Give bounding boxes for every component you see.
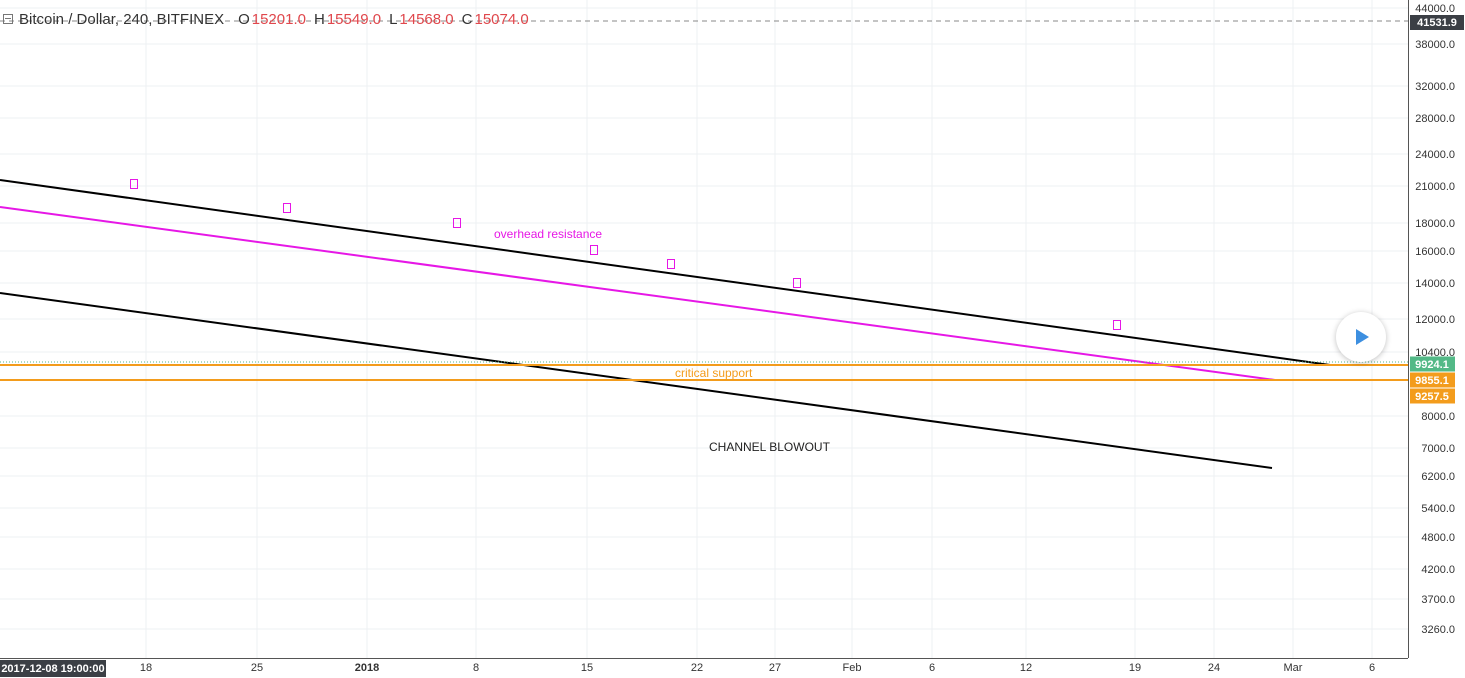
marker-icon xyxy=(453,218,461,228)
marker-icon xyxy=(1113,320,1121,330)
price-tag-bg xyxy=(1410,388,1455,404)
y-tick-label: 10400.0 xyxy=(1415,347,1455,359)
annotation-layer: overhead resistance critical support CHANN… xyxy=(130,179,1121,454)
y-tick-label: 6200.0 xyxy=(1421,471,1455,483)
price-tag-text: 9257.5 xyxy=(1415,391,1449,403)
y-tick-label: 12000.0 xyxy=(1415,314,1455,326)
y-tick-label: 8000.0 xyxy=(1421,411,1455,423)
legend-collapse-icon[interactable] xyxy=(3,14,13,24)
x-tick-label: 15 xyxy=(581,662,593,674)
crosshair-time-text: 2017-12-08 19:00:00 xyxy=(1,663,104,675)
y-tick-label: 44000.0 xyxy=(1415,3,1455,15)
marker-icon xyxy=(283,203,291,213)
low-value: L 14568.0 xyxy=(389,10,454,28)
x-tick-label: Mar xyxy=(1284,662,1303,674)
price-tag-bg xyxy=(1410,372,1455,388)
open-value: O 15201.0 xyxy=(238,10,306,28)
y-tick-label: 24000.0 xyxy=(1415,149,1455,161)
trendline-layer xyxy=(0,179,1408,469)
x-tick-label: 18 xyxy=(140,662,152,674)
x-tick-label: 22 xyxy=(691,662,703,674)
price-tag-bg xyxy=(1410,356,1455,372)
y-tick-label: 7000.0 xyxy=(1421,443,1455,455)
symbol-legend: Bitcoin / Dollar, 240, BITFINEX O 15201.0… xyxy=(0,4,537,34)
x-tick-label: 2018 xyxy=(355,662,379,674)
x-tick-label: Feb xyxy=(843,662,862,674)
price-tag: 9855.1 xyxy=(1410,372,1455,388)
y-tick-label: 5400.0 xyxy=(1421,503,1455,515)
crosshair-price-tag: 41531.9 xyxy=(1410,15,1464,30)
play-replay-button[interactable] xyxy=(1336,312,1386,362)
high-value: H 15549.0 xyxy=(313,10,382,28)
annotation-label: critical support xyxy=(675,366,753,380)
x-tick-label: 25 xyxy=(251,662,263,674)
y-tick-label: 32000.0 xyxy=(1415,81,1455,93)
x-tick-label: 8 xyxy=(473,662,479,674)
marker-icon xyxy=(667,259,675,269)
x-tick-label: 12 xyxy=(1020,662,1032,674)
price-tag: 9924.1 xyxy=(1410,356,1455,372)
x-tick-label: 6 xyxy=(929,662,935,674)
x-tick-label: 24 xyxy=(1208,662,1220,674)
y-tick-label: 21000.0 xyxy=(1415,181,1455,193)
marker-icon xyxy=(130,179,138,189)
crosshair-price-bg xyxy=(1410,15,1464,30)
annotation-label: overhead resistance xyxy=(494,227,602,241)
crosshair-time-tag: 2017-12-08 19:00:00 xyxy=(0,660,106,677)
y-tick-label: 16000.0 xyxy=(1415,246,1455,258)
y-tick-label: 3260.0 xyxy=(1421,624,1455,636)
x-tick-label: 27 xyxy=(769,662,781,674)
y-tick-label: 28000.0 xyxy=(1415,113,1455,125)
price-tag: 9257.5 xyxy=(1410,388,1455,404)
x-tick-label: 6 xyxy=(1369,662,1375,674)
crosshair-time-bg xyxy=(0,660,106,677)
grid-layer xyxy=(0,0,1408,658)
y-tick-label: 18000.0 xyxy=(1415,218,1455,230)
y-tick-label: 14000.0 xyxy=(1415,278,1455,290)
x-tick-label: 19 xyxy=(1129,662,1141,674)
resistance-line xyxy=(0,206,1276,381)
y-tick-label: 4800.0 xyxy=(1421,532,1455,544)
close-value: C 15074.0 xyxy=(461,10,529,28)
play-icon xyxy=(1356,329,1369,345)
channel-upper-line xyxy=(0,179,1331,366)
marker-icon xyxy=(590,245,598,255)
y-tick-label: 4200.0 xyxy=(1421,564,1455,576)
crosshair-price-text: 41531.9 xyxy=(1417,17,1457,29)
y-tick-label: 38000.0 xyxy=(1415,39,1455,51)
annotation-label: CHANNEL BLOWOUT xyxy=(709,440,831,454)
y-tick-label: 3700.0 xyxy=(1421,594,1455,606)
symbol-title[interactable]: Bitcoin / Dollar, 240, BITFINEX xyxy=(19,10,225,28)
marker-icon xyxy=(793,278,801,288)
price-tag-text: 9855.1 xyxy=(1415,375,1449,387)
price-tag-text: 9924.1 xyxy=(1415,359,1449,371)
